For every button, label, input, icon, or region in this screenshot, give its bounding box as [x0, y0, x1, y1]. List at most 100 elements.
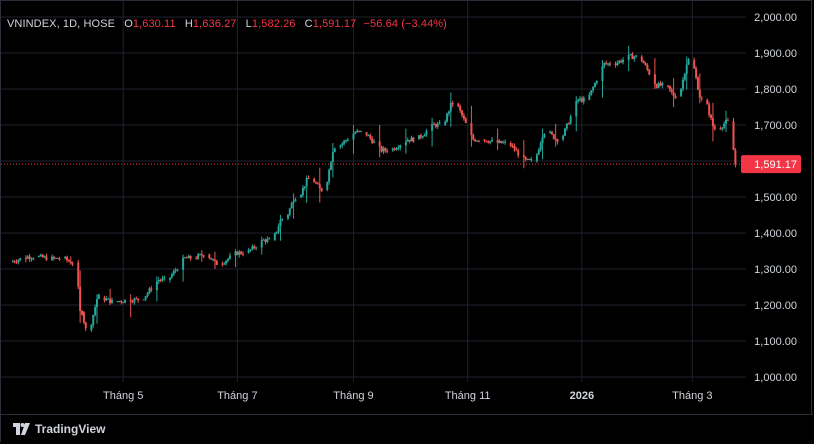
- candle-up: [290, 201, 293, 209]
- candlestick-chart[interactable]: 1,000.00 1,100.00 1,200.00 1,300.00 1,400.00…: [1, 1, 813, 414]
- candle-up: [343, 139, 346, 146]
- candle-up: [489, 140, 492, 145]
- candle-up: [146, 292, 149, 298]
- candle-up: [64, 255, 67, 260]
- candle-down: [700, 96, 703, 102]
- candle-up: [142, 299, 145, 301]
- candle-up: [406, 137, 409, 142]
- x-tick-label: Tháng 7: [217, 390, 257, 402]
- candle-down: [631, 51, 634, 60]
- candle-down: [264, 238, 267, 245]
- candle-up: [404, 128, 407, 154]
- candle-up: [549, 130, 552, 134]
- candle-down: [500, 140, 503, 144]
- candle-up: [399, 144, 402, 151]
- candle-up: [681, 77, 684, 92]
- candle-up: [54, 257, 57, 259]
- candle-up: [683, 72, 686, 82]
- candle-down: [580, 96, 583, 103]
- candle-down: [713, 123, 716, 131]
- candle-down: [15, 259, 18, 264]
- candle-up: [373, 139, 376, 144]
- candle-up: [116, 301, 119, 303]
- candle-down: [81, 310, 84, 316]
- candle-up: [590, 90, 593, 96]
- candle-down: [608, 61, 611, 67]
- candle-up: [592, 86, 595, 93]
- candle-up: [187, 254, 190, 259]
- candle-up: [247, 247, 250, 254]
- candle-up: [578, 96, 581, 102]
- candle-up: [19, 257, 22, 262]
- candle-up: [275, 231, 278, 235]
- y-tick-label: 1,300.00: [754, 264, 797, 276]
- x-tick-label: Tháng 5: [103, 390, 143, 402]
- x-tick-label: Tháng 11: [445, 390, 491, 402]
- symbol-title[interactable]: VNINDEX, 1D, HOSE: [7, 18, 116, 30]
- candle-up: [39, 253, 42, 257]
- candle-up: [622, 57, 625, 65]
- candle-down: [408, 139, 411, 144]
- candle-down: [320, 187, 323, 193]
- tradingview-logo[interactable]: TradingView: [13, 422, 105, 436]
- candle-down: [642, 60, 645, 64]
- candle-up: [356, 128, 359, 133]
- candle-up: [277, 223, 280, 234]
- candle-down: [13, 259, 16, 264]
- x-tick-label: Tháng 3: [672, 390, 712, 402]
- candle-down: [567, 122, 570, 125]
- ohlc-legend[interactable]: VNINDEX, 1D, HOSE O1,630.11 H1,636.27 L1…: [7, 18, 447, 30]
- candle-down: [693, 57, 696, 69]
- candle-up: [588, 92, 591, 101]
- candle-down: [307, 175, 310, 180]
- candle-down: [200, 250, 203, 262]
- y-axis[interactable]: 1,000.00 1,100.00 1,200.00 1,300.00 1,400.00…: [754, 12, 797, 384]
- candle-up: [417, 135, 420, 140]
- candle-up: [37, 255, 40, 258]
- candle-up: [161, 275, 164, 282]
- candle-down: [69, 256, 72, 265]
- footer: TradingView: [1, 414, 813, 442]
- candle-down: [202, 254, 205, 259]
- candle-up: [273, 232, 276, 241]
- candle-down: [315, 181, 318, 185]
- y-tick-label: 1,900.00: [754, 48, 797, 60]
- candle-down: [221, 261, 224, 267]
- candle-up: [423, 133, 426, 137]
- y-tick-label: 1,800.00: [754, 84, 797, 96]
- candle-up: [535, 153, 538, 163]
- candle-up: [352, 125, 355, 154]
- candle-down: [461, 109, 464, 118]
- candle-down: [318, 167, 321, 203]
- candle-up: [382, 146, 385, 155]
- candle-up: [144, 295, 147, 302]
- candle-up: [543, 133, 546, 139]
- candle-down: [41, 253, 44, 258]
- candle-up: [537, 147, 540, 156]
- candle-down: [236, 250, 239, 256]
- candle-down: [472, 133, 475, 141]
- candle-down: [208, 253, 211, 260]
- candle-up: [51, 254, 54, 262]
- x-tick-label: Tháng 9: [333, 390, 373, 402]
- candle-up: [339, 144, 342, 149]
- x-tick-label: 2026: [570, 390, 594, 402]
- candle-up: [300, 194, 303, 199]
- candle-up: [391, 147, 394, 153]
- candle-down: [614, 61, 617, 68]
- candle-up: [539, 140, 542, 152]
- x-axis[interactable]: Tháng 5 Tháng 7 Tháng 9 Tháng 11 2026 Tháng 3: [103, 390, 713, 402]
- candle-down: [511, 143, 514, 148]
- candle-down: [464, 116, 467, 124]
- candle-up: [425, 128, 428, 137]
- candle-up: [397, 144, 400, 151]
- candle-down: [734, 147, 737, 168]
- candle-up: [331, 143, 334, 178]
- candle-down: [378, 125, 381, 158]
- candle-down: [109, 288, 112, 305]
- candle-up: [476, 140, 479, 142]
- candle-up: [582, 95, 585, 105]
- candle-down: [419, 133, 422, 140]
- candle-down: [695, 66, 698, 80]
- candle-up: [616, 60, 619, 67]
